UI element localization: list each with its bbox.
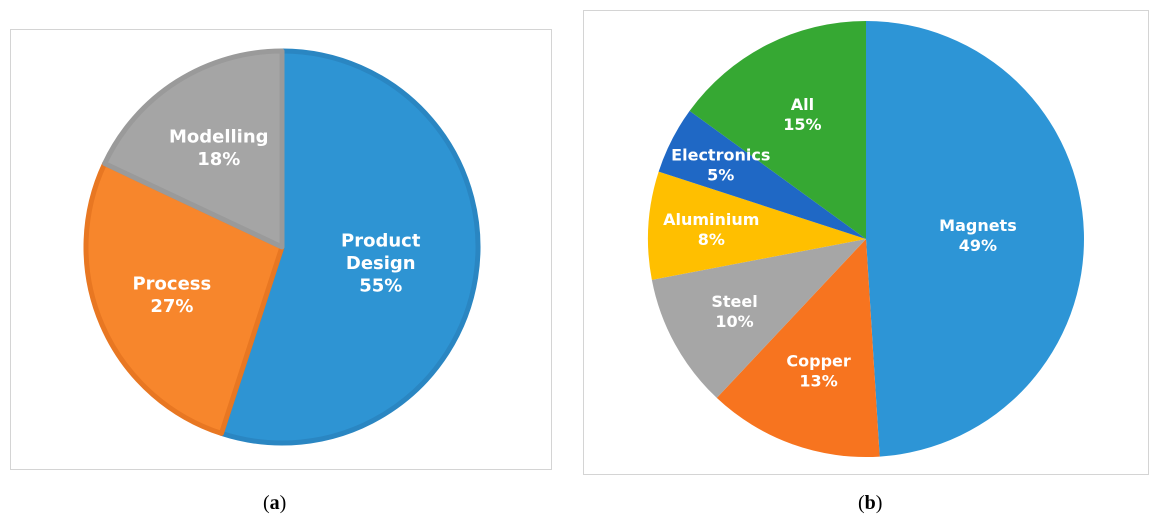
pie-a-label-modelling: Modelling 18% — [169, 126, 269, 170]
pie-b-label-steel: Steel 10% — [711, 292, 757, 331]
pie-b-slice-electronics — [658, 110, 866, 239]
pie-a-name-modelling: Modelling — [169, 126, 269, 147]
pie-b-name-aluminium: Aluminium — [663, 210, 759, 229]
pie-a-value-modelling: 18% — [197, 149, 240, 170]
pie-a-value-product-design: 55% — [359, 275, 402, 296]
pie-b-label-magnets: Magnets 49% — [939, 216, 1017, 255]
pie-b-label-aluminium: Aluminium 8% — [663, 210, 759, 249]
pie-chart-b-panel: Magnets 49% Copper 13% Steel 10% Aluminium 8% El… — [583, 10, 1149, 475]
pie-b-value-aluminium: 8% — [698, 230, 725, 249]
pie-b-name-all: All — [791, 95, 814, 114]
pie-a-name-product-design: Design — [346, 253, 416, 274]
pie-a-value-process: 27% — [150, 296, 193, 317]
pie-b-label-electronics: Electronics 5% — [671, 146, 770, 185]
pie-b-slice-steel — [651, 239, 866, 398]
pie-b-name-copper: Copper — [786, 351, 850, 370]
pie-a-slice-process — [83, 161, 285, 436]
pie-a-slice-product-design — [218, 48, 481, 446]
pie-b-slice-all — [689, 21, 866, 239]
pie-a-name-product-design: Product — [341, 230, 421, 251]
pie-b-value-copper: 13% — [799, 371, 837, 390]
pie-b-label-copper: Copper 13% — [786, 351, 850, 390]
pie-b-slice-copper — [716, 239, 880, 457]
pie-b-slice-aluminium — [648, 171, 866, 280]
pie-b-value-electronics: 5% — [707, 166, 734, 185]
caption-a: (a) — [263, 492, 287, 514]
pie-chart-b: Magnets 49% Copper 13% Steel 10% Aluminium 8% El… — [648, 21, 1084, 457]
pie-a-label-process: Process 27% — [132, 274, 211, 318]
pie-a-name-process: Process — [132, 274, 211, 295]
pie-b-value-magnets: 49% — [959, 236, 997, 255]
pie-b-label-all: All 15% — [783, 95, 821, 134]
pie-a-label-product-design: Product Design 55% — [341, 230, 421, 296]
pie-chart-a-panel: Product Design 55% Process 27% Modelling 18% — [10, 29, 552, 470]
pie-b-value-steel: 10% — [715, 312, 753, 331]
pie-b-value-all: 15% — [783, 115, 821, 134]
pie-a-slice-modelling — [102, 48, 285, 250]
pie-b-name-electronics: Electronics — [671, 146, 770, 165]
caption-b: (b) — [858, 492, 883, 514]
pie-b-slice-magnets — [866, 21, 1084, 457]
pie-b-name-magnets: Magnets — [939, 216, 1017, 235]
pie-chart-a: Product Design 55% Process 27% Modelling 18% — [83, 48, 481, 446]
pie-b-name-steel: Steel — [711, 292, 757, 311]
